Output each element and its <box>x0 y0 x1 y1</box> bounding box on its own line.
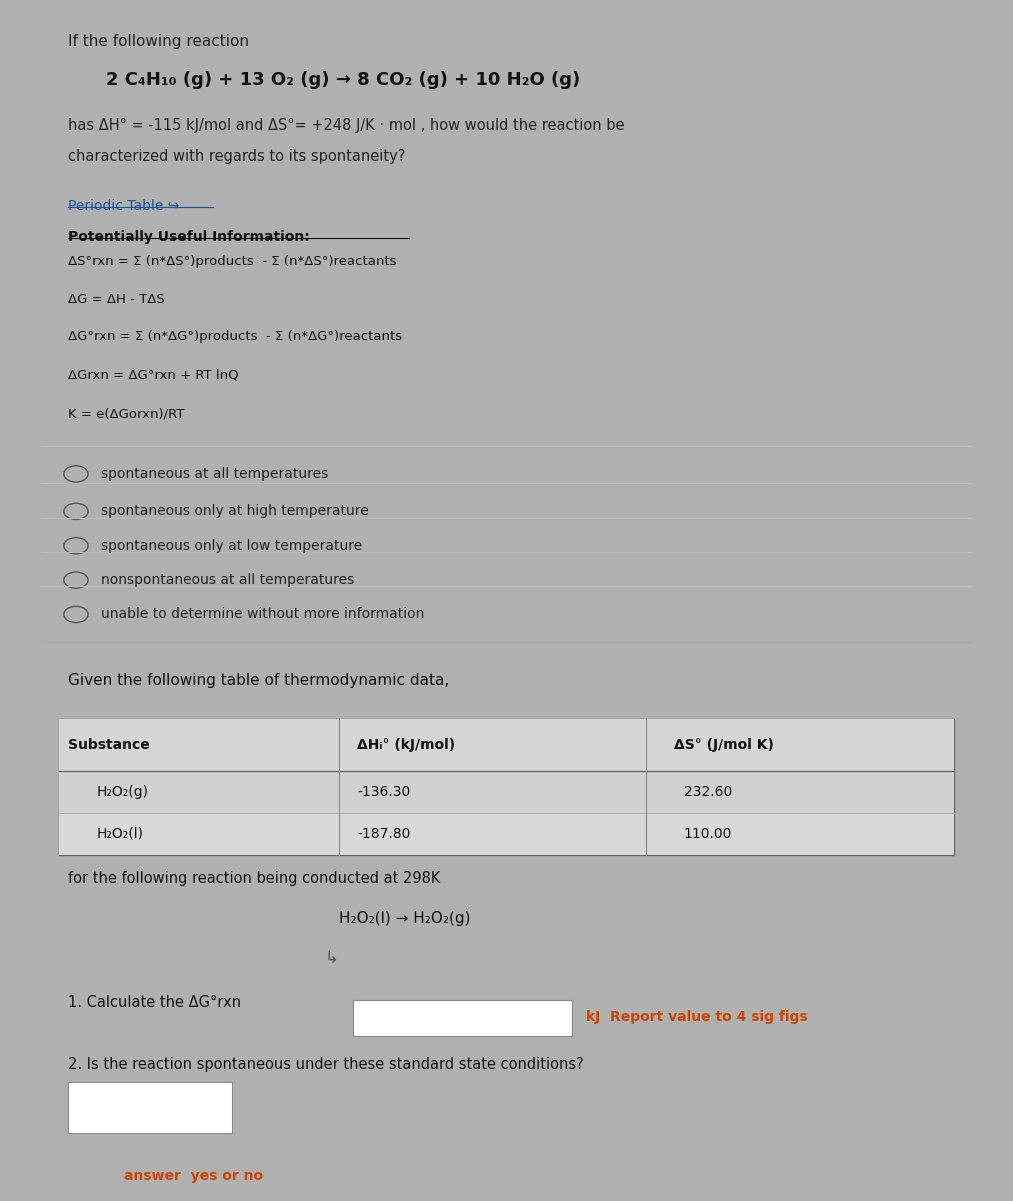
Text: If the following reaction: If the following reaction <box>69 34 249 48</box>
Text: unable to determine without more information: unable to determine without more informa… <box>101 608 424 621</box>
Text: ↳: ↳ <box>325 949 338 967</box>
Text: spontaneous only at low temperature: spontaneous only at low temperature <box>101 539 363 552</box>
Text: has ΔH° = -115 kJ/mol and ΔS°= +248 J/K · mol , how would the reaction be: has ΔH° = -115 kJ/mol and ΔS°= +248 J/K … <box>69 118 625 133</box>
Text: H₂O₂(l) → H₂O₂(g): H₂O₂(l) → H₂O₂(g) <box>338 912 470 926</box>
Text: ΔG°rxn = Σ (n*ΔG°)products  - Σ (n*ΔG°)reactants: ΔG°rxn = Σ (n*ΔG°)products - Σ (n*ΔG°)re… <box>69 330 402 343</box>
Text: Potentially Useful Information:: Potentially Useful Information: <box>69 231 310 244</box>
Text: 232.60: 232.60 <box>684 784 731 799</box>
Bar <box>69 1081 232 1133</box>
Text: ΔS°rxn = Σ (n*ΔS°)products  - Σ (n*ΔS°)reactants: ΔS°rxn = Σ (n*ΔS°)products - Σ (n*ΔS°)re… <box>69 256 397 268</box>
Text: ΔS° (J/mol K): ΔS° (J/mol K) <box>675 739 774 752</box>
Text: H₂O₂(l): H₂O₂(l) <box>96 826 144 841</box>
Text: -187.80: -187.80 <box>358 826 410 841</box>
Text: answer  yes or no: answer yes or no <box>125 1169 263 1183</box>
Text: ΔHᵢ° (kJ/mol): ΔHᵢ° (kJ/mol) <box>358 739 456 752</box>
Text: spontaneous only at high temperature: spontaneous only at high temperature <box>101 504 369 519</box>
Text: kJ  Report value to 4 sig figs: kJ Report value to 4 sig figs <box>586 1010 807 1023</box>
Text: characterized with regards to its spontaneity?: characterized with regards to its sponta… <box>69 149 406 165</box>
Text: 2 C₄H₁₀ (g) + 13 O₂ (g) → 8 CO₂ (g) + 10 H₂O (g): 2 C₄H₁₀ (g) + 13 O₂ (g) → 8 CO₂ (g) + 10… <box>105 71 580 89</box>
Text: Given the following table of thermodynamic data,: Given the following table of thermodynam… <box>69 674 450 688</box>
Text: for the following reaction being conducted at 298K: for the following reaction being conduct… <box>69 871 441 885</box>
Text: H₂O₂(g): H₂O₂(g) <box>96 784 149 799</box>
Text: 1. Calculate the ΔG°rxn: 1. Calculate the ΔG°rxn <box>69 994 241 1010</box>
Bar <box>59 813 954 855</box>
Text: -136.30: -136.30 <box>358 784 410 799</box>
Text: Substance: Substance <box>69 739 150 752</box>
Text: 110.00: 110.00 <box>684 826 732 841</box>
Text: ΔGrxn = ΔG°rxn + RT lnQ: ΔGrxn = ΔG°rxn + RT lnQ <box>69 369 239 382</box>
Text: nonspontaneous at all temperatures: nonspontaneous at all temperatures <box>101 573 355 587</box>
Text: 2. Is the reaction spontaneous under these standard state conditions?: 2. Is the reaction spontaneous under the… <box>69 1057 585 1072</box>
Text: K = e(ΔGorxn)/RT: K = e(ΔGorxn)/RT <box>69 407 184 420</box>
Text: ΔG = ΔH - TΔS: ΔG = ΔH - TΔS <box>69 293 165 306</box>
Bar <box>353 1000 571 1035</box>
Bar <box>59 719 954 771</box>
Text: Periodic Table ↪: Periodic Table ↪ <box>69 199 180 213</box>
Bar <box>59 771 954 813</box>
Text: spontaneous at all temperatures: spontaneous at all temperatures <box>101 467 328 480</box>
Bar <box>59 719 954 855</box>
